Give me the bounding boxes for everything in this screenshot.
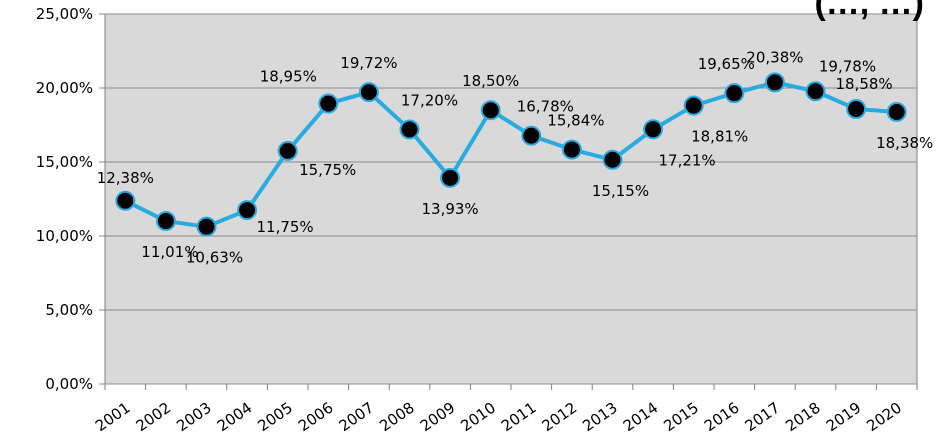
data-label: 11,01% (141, 243, 198, 261)
data-point (277, 140, 298, 161)
x-tick-label: 2015 (660, 399, 702, 436)
x-tick-label: 2005 (254, 399, 296, 436)
data-point (643, 119, 664, 140)
data-point (805, 81, 826, 102)
data-label: 19,65% (698, 55, 755, 73)
y-tick-label: 25,00% (36, 5, 93, 23)
x-tick-label: 2003 (173, 399, 215, 436)
data-point (602, 149, 623, 170)
data-label: 19,72% (340, 54, 397, 72)
data-point (480, 100, 501, 121)
data-label: 18,58% (835, 75, 892, 93)
data-point (196, 216, 217, 237)
x-tick-label: 2017 (742, 399, 784, 436)
data-point (724, 83, 745, 104)
x-tick-label: 2008 (376, 399, 418, 436)
data-label: 10,63% (186, 249, 243, 267)
data-label: 12,38% (97, 169, 154, 187)
data-label: 18,38% (876, 134, 933, 152)
data-label: 17,21% (658, 151, 715, 169)
data-label: 15,75% (299, 161, 356, 179)
data-label: 11,75% (256, 218, 313, 236)
x-tick-label: 2012 (539, 399, 581, 436)
x-tick-label: 2004 (214, 399, 256, 436)
data-label: 18,95% (260, 68, 317, 86)
data-point (237, 200, 258, 221)
x-tick-label: 2020 (863, 399, 905, 436)
x-tick-label: 2019 (823, 399, 865, 436)
data-label: 18,50% (462, 72, 519, 90)
x-tick-label: 2011 (498, 399, 540, 436)
x-tick-label: 2013 (579, 399, 621, 436)
y-tick-label: 20,00% (36, 79, 93, 97)
x-tick-label: 2001 (92, 399, 134, 436)
data-label: 20,38% (746, 48, 803, 66)
y-tick-label: 10,00% (36, 227, 93, 245)
data-point (155, 211, 176, 232)
data-label: 19,78% (819, 57, 876, 75)
data-point (358, 82, 379, 103)
x-tick-label: 2018 (782, 399, 824, 436)
data-point (318, 93, 339, 114)
x-tick-label: 2007 (336, 399, 378, 436)
x-tick-label: 2002 (133, 399, 175, 436)
data-label: 17,20% (401, 91, 458, 109)
y-tick-label: 5,00% (45, 301, 93, 319)
data-label: 16,78% (517, 98, 574, 116)
x-tick-label: 2014 (620, 399, 662, 436)
data-label: 13,93% (421, 200, 478, 218)
x-tick-label: 2010 (457, 399, 499, 436)
data-point (764, 72, 785, 93)
plot-area (104, 13, 918, 385)
x-tick-label: 2009 (417, 399, 459, 436)
data-point (561, 139, 582, 160)
chart-title: (…, …) (814, 0, 924, 22)
data-label: 15,84% (547, 112, 604, 130)
data-label: 18,81% (691, 128, 748, 146)
x-tick-label: 2016 (701, 399, 743, 436)
data-point (440, 167, 461, 188)
data-point (846, 99, 867, 120)
data-point (521, 125, 542, 146)
y-tick-label: 15,00% (36, 153, 93, 171)
data-label: 15,15% (592, 182, 649, 200)
data-point (886, 101, 907, 122)
x-tick-label: 2006 (295, 399, 337, 436)
data-point (115, 190, 136, 211)
data-point (399, 119, 420, 140)
data-point (683, 95, 704, 116)
y-tick-label: 0,00% (45, 375, 93, 393)
